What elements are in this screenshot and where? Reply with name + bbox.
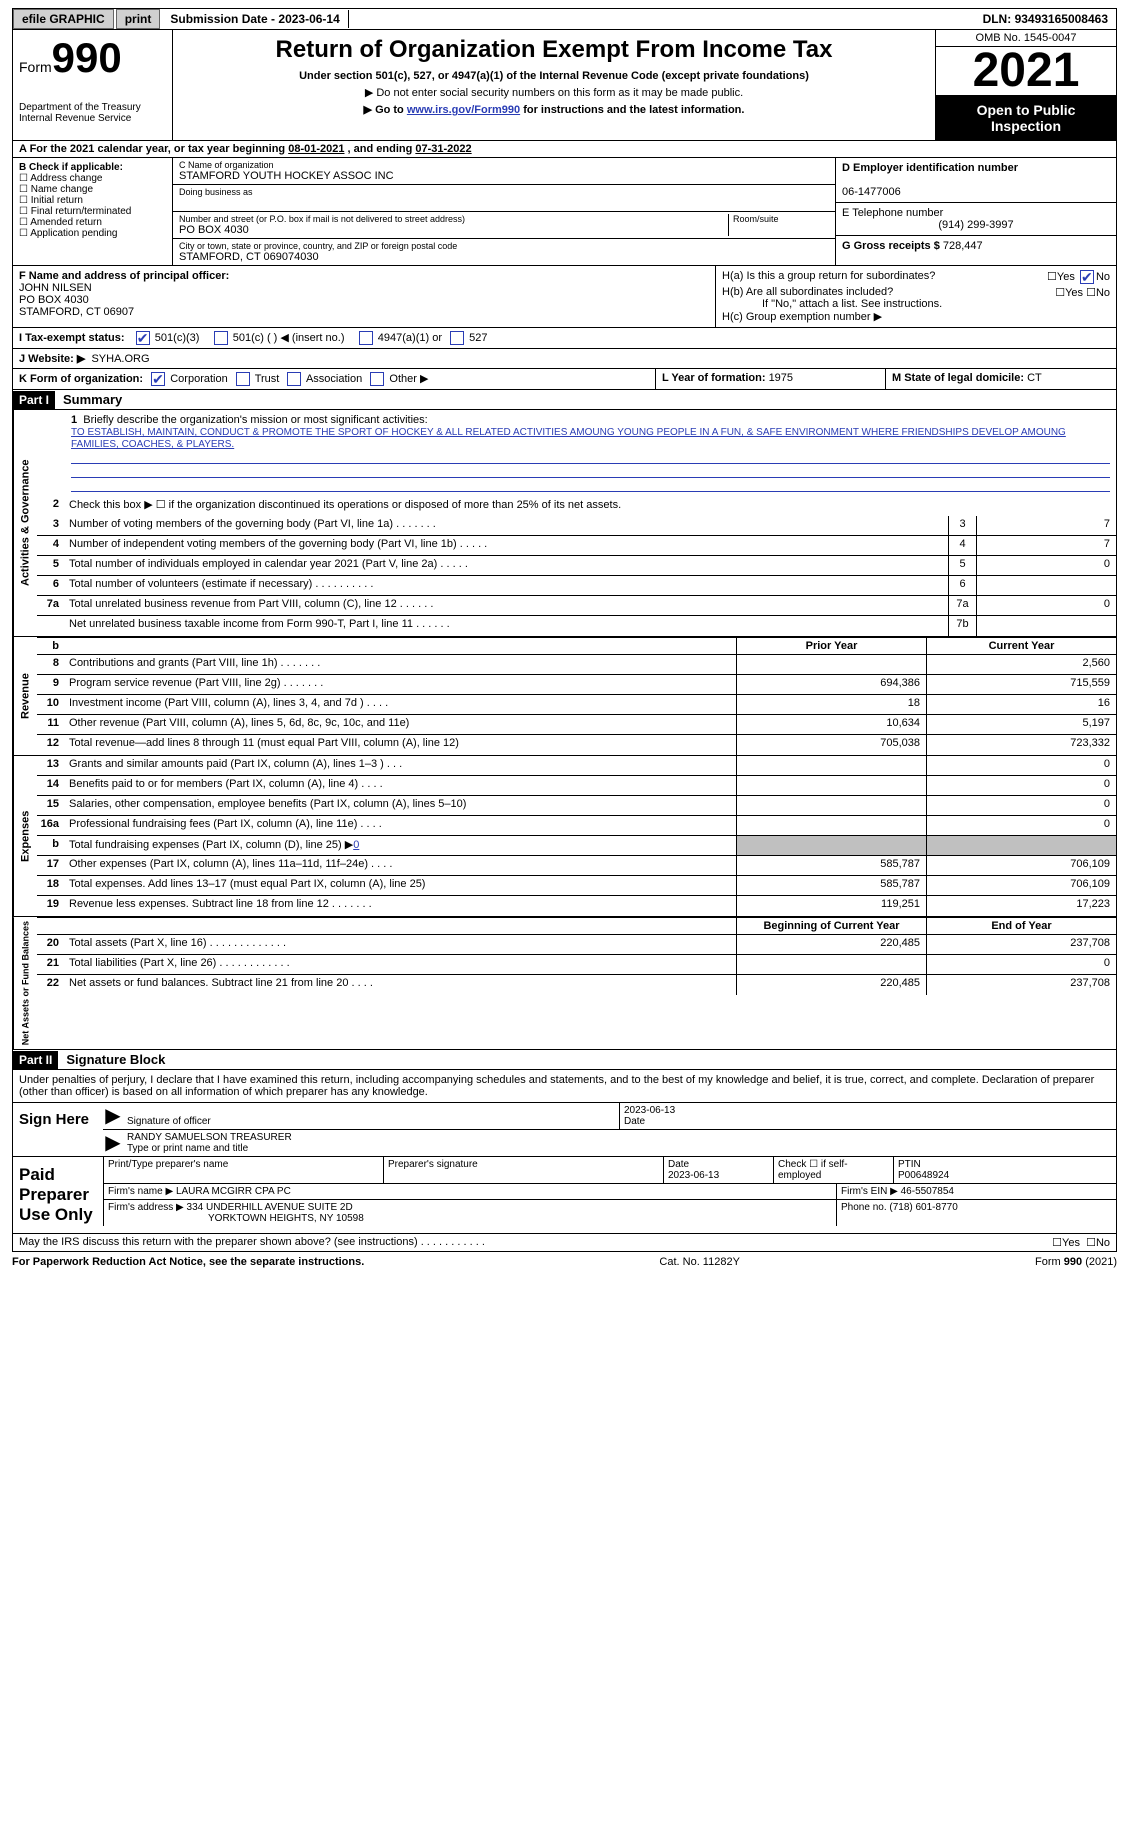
firm-ein: 46-5507854: [901, 1186, 954, 1197]
chk-amended[interactable]: Amended return: [19, 217, 166, 228]
org-address: PO BOX 4030: [179, 224, 724, 236]
section-c: C Name of organization STAMFORD YOUTH HO…: [173, 158, 836, 265]
h-b: H(b) Are all subordinates included? ☐Yes…: [722, 286, 1110, 298]
chk-address-change[interactable]: Address change: [19, 173, 166, 184]
telephone: (914) 299-3997: [842, 219, 1110, 231]
ssn-note: ▶ Do not enter social security numbers o…: [179, 86, 929, 99]
l3-val: 7: [976, 516, 1116, 535]
ein: 06-1477006: [842, 186, 901, 198]
section-k-l-m: K Form of organization: Corporation Trus…: [12, 369, 1117, 390]
section-i: I Tax-exempt status: 501(c)(3) 501(c) ( …: [12, 328, 1117, 349]
h-c: H(c) Group exemption number ▶: [722, 310, 1110, 323]
irs-link[interactable]: www.irs.gov/Form990: [407, 104, 520, 116]
gross-receipts: 728,447: [943, 240, 983, 252]
org-name: STAMFORD YOUTH HOCKEY ASSOC INC: [179, 170, 829, 182]
year-formation: 1975: [769, 372, 793, 384]
chk-501c3: [136, 331, 150, 345]
expenses-section: Expenses 13Grants and similar amounts pa…: [12, 756, 1117, 917]
chk-name-change[interactable]: Name change: [19, 184, 166, 195]
ptin: P00648924: [898, 1170, 949, 1181]
paid-preparer: Paid Preparer Use Only Print/Type prepar…: [12, 1157, 1117, 1234]
goto-note: ▶ Go to www.irs.gov/Form990 for instruct…: [179, 103, 929, 116]
irs-label: Internal Revenue Service: [19, 113, 166, 124]
section-j: J Website: ▶ SYHA.ORG: [12, 349, 1117, 369]
firm-phone: (718) 601-8770: [889, 1202, 957, 1213]
section-b: B Check if applicable: Address change Na…: [13, 158, 173, 265]
h-a: H(a) Is this a group return for subordin…: [722, 270, 1110, 282]
activities-governance: Activities & Governance 1 Briefly descri…: [12, 410, 1117, 637]
officer-name: JOHN NILSEN: [19, 282, 92, 294]
state-domicile: CT: [1027, 372, 1042, 384]
tax-year: 2021: [936, 47, 1116, 96]
ha-no-checked: [1080, 270, 1094, 284]
chk-final-return[interactable]: Final return/terminated: [19, 206, 166, 217]
section-f-h: F Name and address of principal officer:…: [12, 266, 1117, 328]
revenue-section: Revenue bPrior YearCurrent Year 8Contrib…: [12, 637, 1117, 756]
section-b-c-d: B Check if applicable: Address change Na…: [12, 158, 1117, 266]
part-1-header: Part I Summary: [12, 390, 1117, 410]
org-city: STAMFORD, CT 069074030: [179, 251, 829, 263]
sig-date: 2023-06-13: [624, 1105, 675, 1116]
part-2-header: Part II Signature Block: [12, 1050, 1117, 1070]
sign-here: Sign Here ▶ Signature of officer 2023-06…: [12, 1103, 1117, 1157]
department: Department of the Treasury: [19, 102, 166, 113]
top-bar: efile GRAPHIC print Submission Date - 20…: [12, 8, 1117, 30]
may-discuss-row: May the IRS discuss this return with the…: [12, 1234, 1117, 1252]
efile-button[interactable]: efile GRAPHIC: [13, 9, 114, 29]
chk-corp: [151, 372, 165, 386]
chk-initial-return[interactable]: Initial return: [19, 195, 166, 206]
arrow-icon: ▶: [103, 1103, 123, 1129]
website: SYHA.ORG: [91, 353, 149, 365]
calendar-year-row: A For the 2021 calendar year, or tax yea…: [12, 141, 1117, 158]
officer-sig-name: RANDY SAMUELSON TREASURER: [127, 1132, 292, 1143]
form-header: Form990 Department of the Treasury Inter…: [12, 30, 1117, 141]
form-number: Form990: [19, 34, 166, 82]
form-subtitle: Under section 501(c), 527, or 4947(a)(1)…: [179, 70, 929, 82]
perjury-declaration: Under penalties of perjury, I declare th…: [12, 1070, 1117, 1103]
mission-text: TO ESTABLISH, MAINTAIN, CONDUCT & PROMOT…: [71, 427, 1066, 450]
open-public: Open to Public Inspection: [936, 96, 1116, 140]
firm-name: LAURA MCGIRR CPA PC: [176, 1186, 291, 1197]
section-d-e-g: D Employer identification number 06-1477…: [836, 158, 1116, 265]
form-title: Return of Organization Exempt From Incom…: [179, 36, 929, 64]
submission-date: Submission Date - 2023-06-14: [162, 10, 348, 28]
dba-label: Doing business as: [179, 187, 829, 197]
footer-row: For Paperwork Reduction Act Notice, see …: [12, 1252, 1117, 1272]
arrow-icon: ▶: [103, 1130, 123, 1156]
chk-app-pending[interactable]: Application pending: [19, 228, 166, 239]
net-assets-section: Net Assets or Fund Balances Beginning of…: [12, 917, 1117, 1050]
print-button[interactable]: print: [116, 9, 161, 29]
dln: DLN: 93493165008463: [975, 10, 1116, 28]
